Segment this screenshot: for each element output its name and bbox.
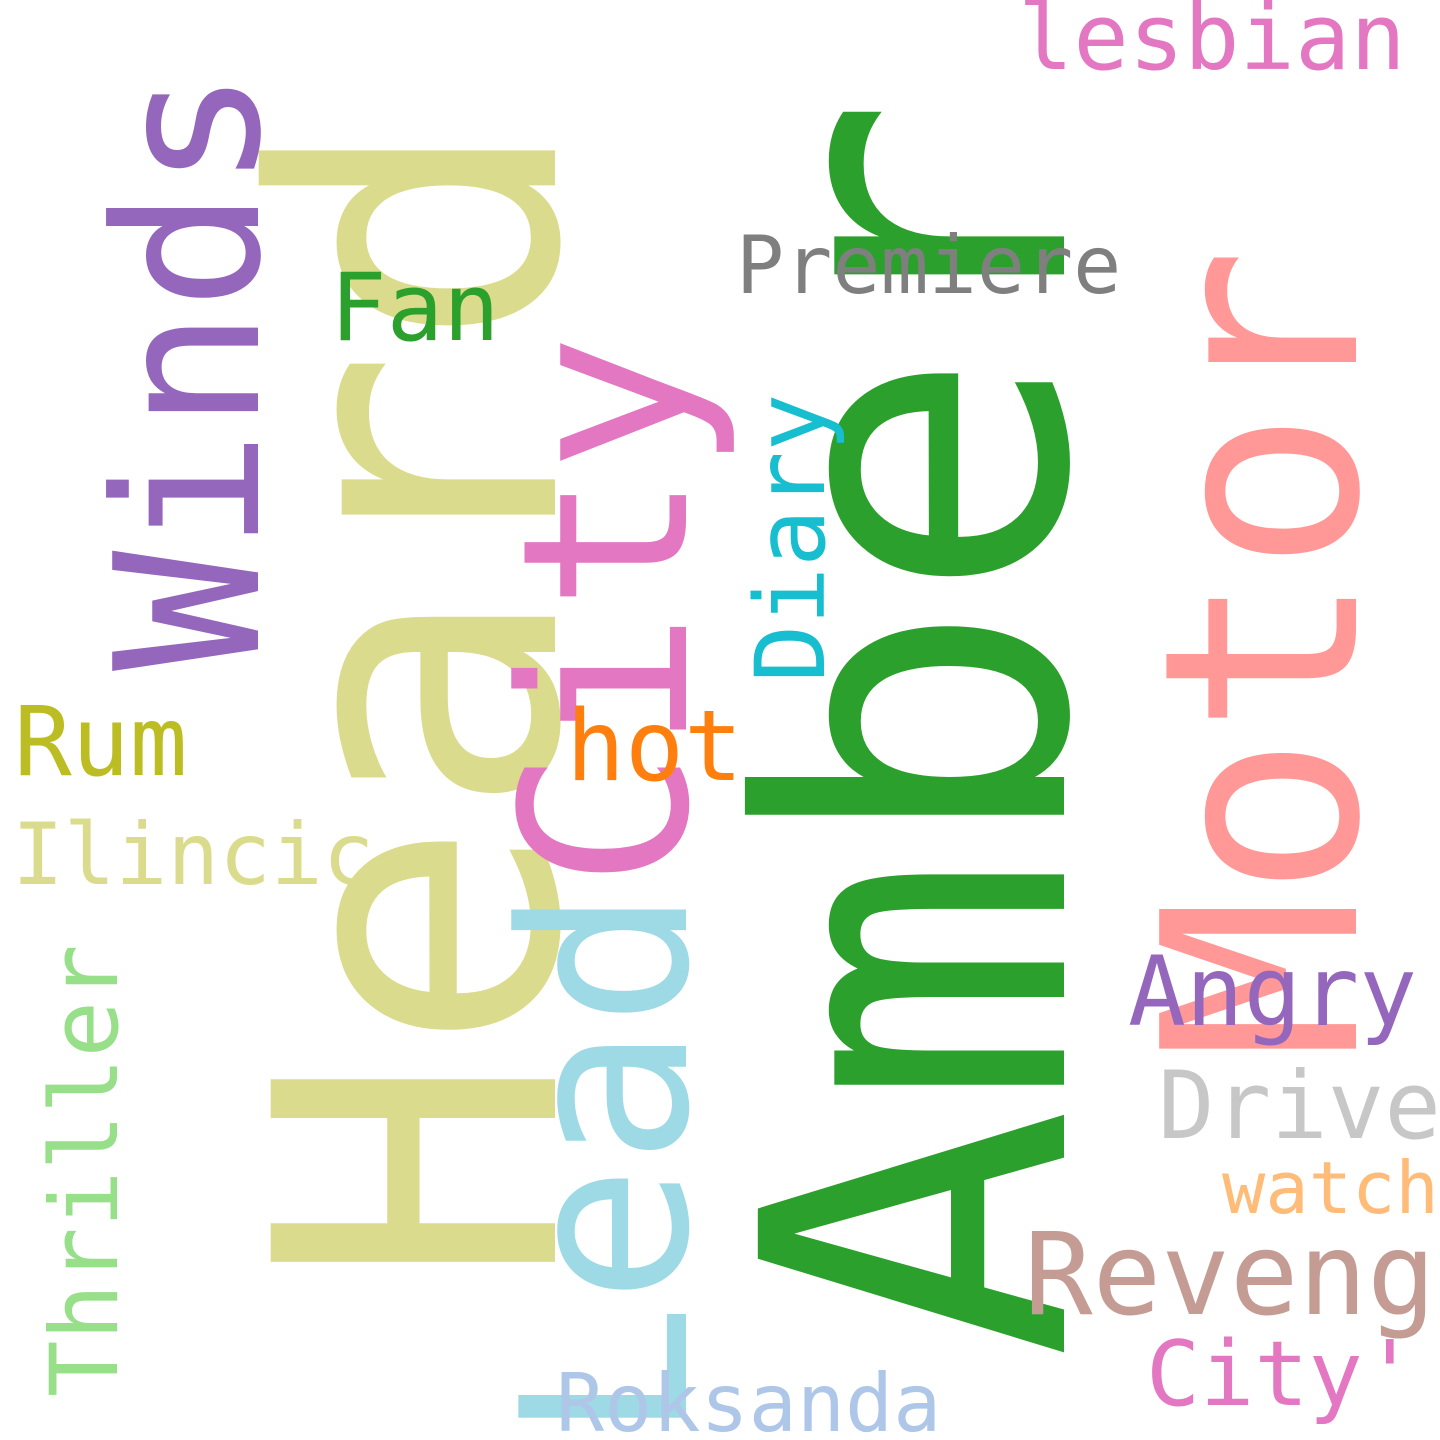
word-diary: Diary: [735, 393, 847, 683]
word-watch: watch: [1222, 1146, 1439, 1230]
word-winds: Winds: [73, 68, 306, 672]
word-premiere: Premiere: [736, 219, 1122, 312]
word-roksanda: Roksanda: [556, 1357, 942, 1440]
word-ilincic: Ilincic: [12, 805, 375, 905]
word-angry: Angry: [1128, 936, 1417, 1048]
word-drive: Drive: [1158, 1052, 1440, 1161]
word-revenge: Revenge: [1024, 1208, 1440, 1341]
word-fan: Fan: [330, 254, 500, 363]
word-thriller: Thriller: [31, 944, 140, 1397]
word-rum: Rum: [14, 686, 188, 798]
word-city-quote: City': [1146, 1322, 1417, 1427]
word-hot: hot: [566, 690, 744, 804]
word-lesbian: lesbian: [1018, 0, 1406, 91]
